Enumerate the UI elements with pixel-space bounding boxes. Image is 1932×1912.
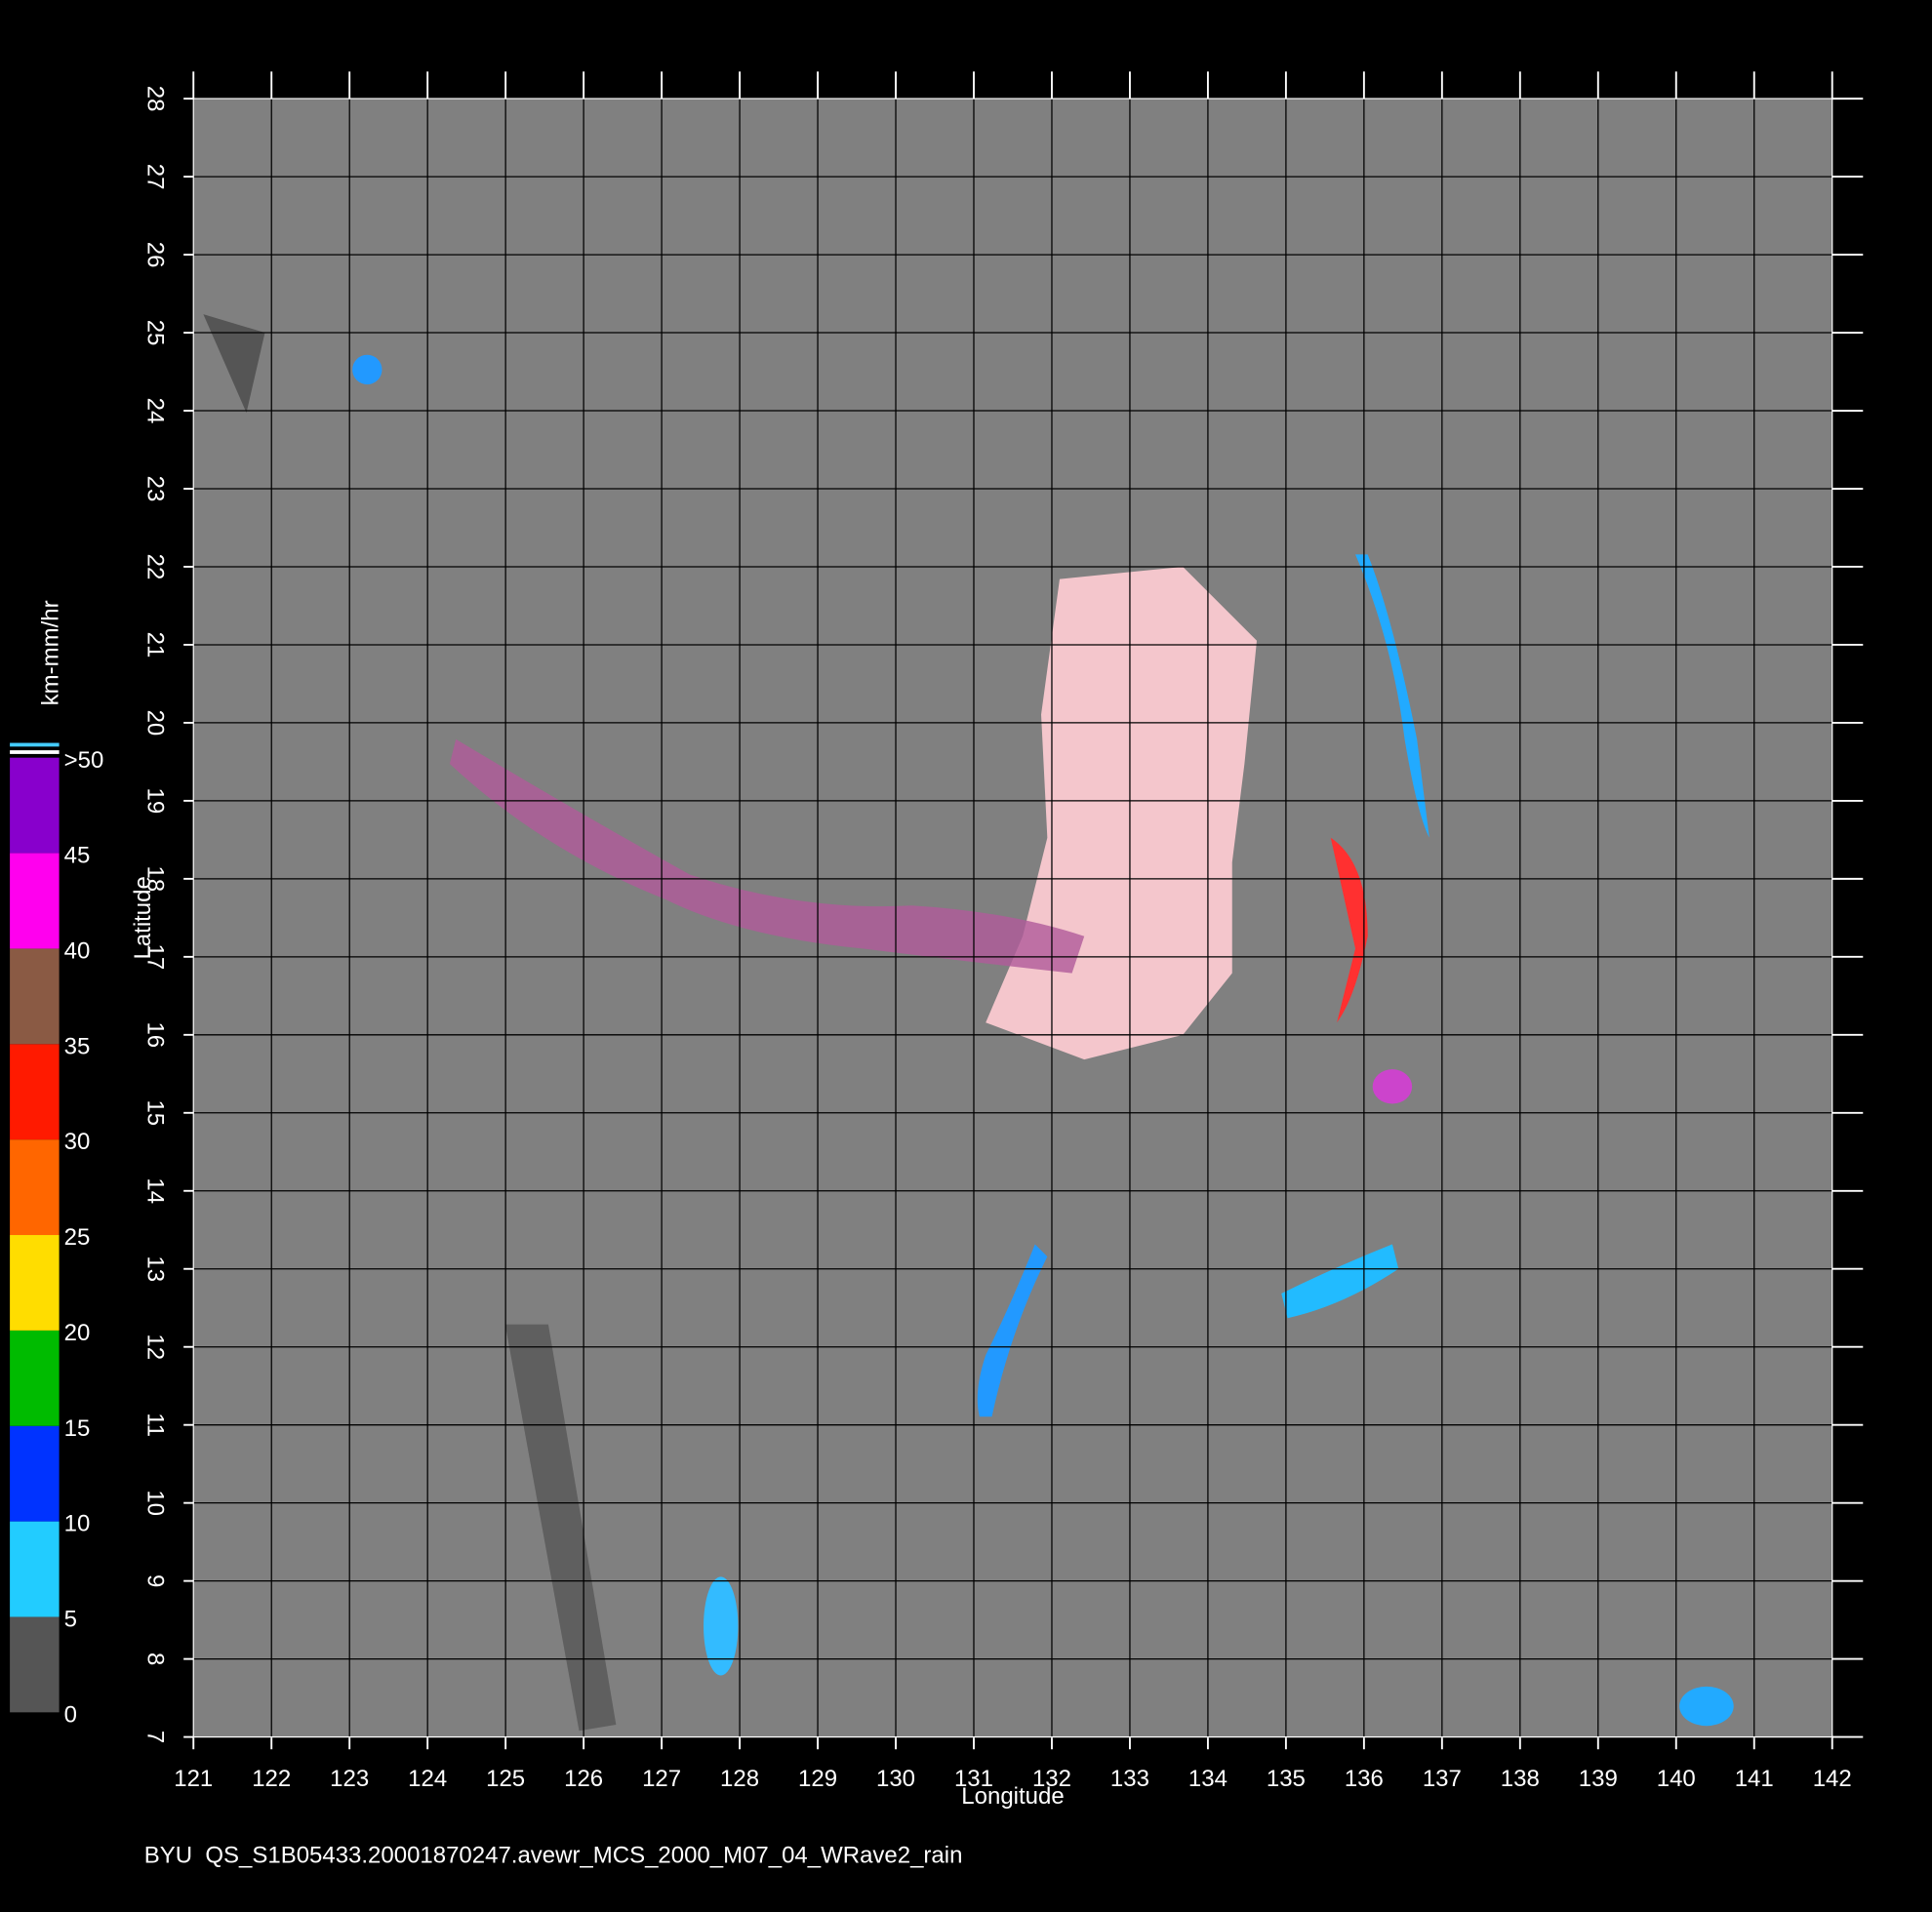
colorbar-segment	[10, 1330, 60, 1426]
x-tick-label: 121	[174, 1766, 213, 1792]
x-tick-label: 141	[1735, 1766, 1774, 1792]
colorbar-cap	[10, 742, 60, 747]
y-tick-label: 27	[142, 164, 169, 190]
x-tick-label: 136	[1345, 1766, 1384, 1792]
y-tick-label: 21	[142, 632, 169, 658]
colorbar-tick-label: 5	[64, 1607, 77, 1633]
colorbar-segment	[10, 853, 60, 949]
y-tick-label: 11	[142, 1413, 169, 1437]
y-tick-label: 17	[142, 943, 169, 970]
colorbar-segment	[10, 1235, 60, 1331]
x-tick-label: 131	[954, 1766, 993, 1792]
x-tick-label: 139	[1579, 1766, 1618, 1792]
x-tick-label: 124	[408, 1766, 447, 1792]
y-tick-label: 7	[142, 1731, 169, 1743]
colorbar-tick-label: 35	[64, 1033, 91, 1059]
y-tick-label: 28	[142, 86, 169, 112]
x-tick-label: 122	[252, 1766, 291, 1792]
colorbar-tick-label: 20	[64, 1320, 91, 1346]
colorbar-tick-label: 45	[64, 843, 91, 869]
x-tick-label: 132	[1032, 1766, 1071, 1792]
y-tick-label: 14	[142, 1177, 169, 1204]
x-tick-label: 123	[330, 1766, 369, 1792]
colorbar-segment	[10, 757, 60, 854]
x-tick-label: 125	[486, 1766, 525, 1792]
x-tick-label: 130	[876, 1766, 915, 1792]
plot-area	[193, 99, 1832, 1737]
colorbar-tick-label: 40	[64, 938, 91, 965]
x-tick-label: 135	[1267, 1766, 1306, 1792]
y-tick-label: 15	[142, 1099, 169, 1126]
x-tick-label: 134	[1188, 1766, 1228, 1792]
colorbar-segment	[10, 1044, 60, 1140]
colorbar-segment	[10, 1616, 60, 1713]
x-tick-label: 133	[1110, 1766, 1149, 1792]
y-tick-label: 8	[142, 1653, 169, 1665]
y-tick-label: 25	[142, 320, 169, 346]
x-tick-label: 138	[1501, 1766, 1540, 1792]
y-tick-label: 19	[142, 788, 169, 815]
y-tick-label: 26	[142, 242, 169, 268]
y-tick-label: 16	[142, 1021, 169, 1048]
x-axis-label: Longitude	[961, 1783, 1064, 1810]
x-tick-label: 142	[1813, 1766, 1852, 1792]
y-axis-label: Latitude	[130, 876, 156, 959]
y-tick-label: 12	[142, 1334, 169, 1360]
x-tick-label: 127	[642, 1766, 681, 1792]
x-tick-label: 126	[564, 1766, 603, 1792]
colorbar-segment	[10, 1521, 60, 1617]
y-tick-label: 20	[142, 710, 169, 737]
x-tick-label: 128	[720, 1766, 759, 1792]
x-tick-label: 129	[798, 1766, 837, 1792]
colorbar-cap	[10, 750, 60, 754]
caption: BYU QS_S1B05433.20001870247.avewr_MCS_20…	[144, 1842, 963, 1868]
colorbar-label: km-mm/hr	[37, 600, 63, 705]
colorbar-segment	[10, 1425, 60, 1522]
plot-frame	[192, 98, 1833, 1738]
colorbar-tick-label: 10	[64, 1511, 91, 1537]
y-tick-label: 22	[142, 554, 169, 580]
colorbar-tick-label: 25	[64, 1224, 91, 1251]
colorbar-segment	[10, 948, 60, 1045]
y-tick-label: 23	[142, 476, 169, 502]
x-tick-label: 140	[1657, 1766, 1696, 1792]
y-tick-label: 24	[142, 398, 169, 424]
y-tick-label: 10	[142, 1490, 169, 1516]
y-tick-label: 13	[142, 1255, 169, 1282]
rain-features	[203, 314, 1734, 1732]
colorbar-tick-label: 30	[64, 1129, 91, 1155]
x-tick-label: 137	[1423, 1766, 1462, 1792]
y-tick-label: 18	[142, 866, 169, 893]
colorbar-segment	[10, 1139, 60, 1236]
colorbar-tick-label: 0	[64, 1701, 77, 1728]
y-tick-label: 9	[142, 1574, 169, 1587]
colorbar-tick-label: 15	[64, 1415, 91, 1442]
colorbar-tick-label: >50	[64, 747, 104, 774]
colorbar: 0 5 10 15 20 25 30 35 40 45 >50	[10, 747, 104, 1728]
